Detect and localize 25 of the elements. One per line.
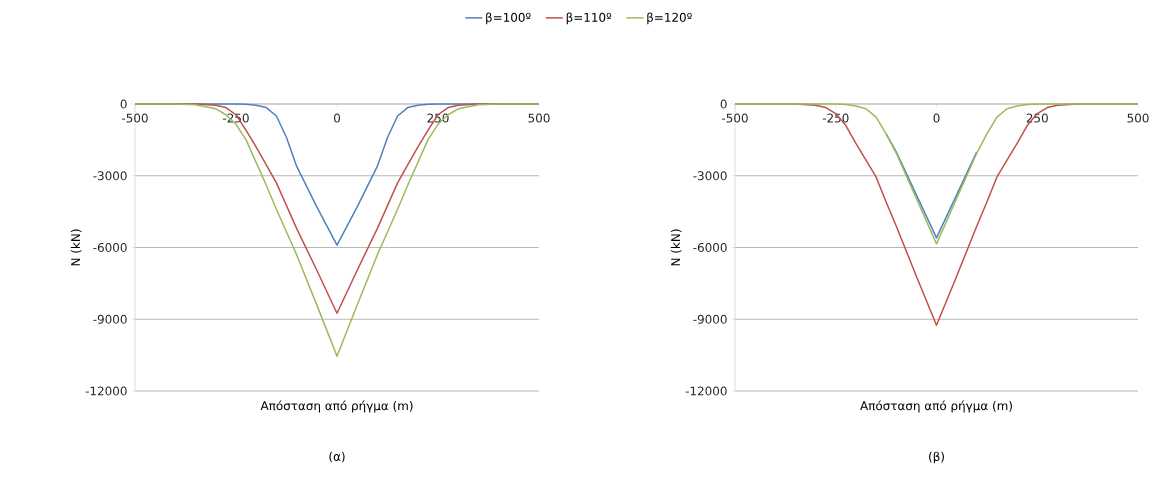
- x-tick-label: 500: [1127, 113, 1149, 123]
- y-tick-label: -9000: [93, 314, 127, 324]
- x-tick-label: 0: [333, 113, 341, 123]
- y-axis-title: N (kN): [670, 229, 682, 266]
- x-tick-label: 0: [933, 113, 940, 123]
- text: (α): [329, 451, 345, 463]
- legend-label: β=110º: [566, 12, 612, 25]
- x-tick-label: -500: [722, 113, 748, 123]
- x-axis-title: Απόσταση από ρήγμα (m): [860, 400, 1012, 413]
- x-tick-label: -500: [122, 113, 148, 123]
- y-tick-label: -12000: [85, 386, 127, 396]
- y-tick-label: -3000: [693, 171, 727, 181]
- legend-label: β=100º: [486, 12, 531, 25]
- x-tick-label: 500: [528, 113, 550, 123]
- y-tick-label: 0: [120, 99, 127, 109]
- y-tick-label: -6000: [693, 242, 727, 253]
- text: (β): [929, 451, 944, 464]
- y-tick-label: -12000: [685, 386, 727, 396]
- x-axis-title: Απόσταση από ρήγμα (m): [260, 400, 413, 413]
- y-tick-label: -6000: [93, 242, 127, 253]
- y-tick-label: -9000: [693, 314, 727, 324]
- y-tick-label: 0: [720, 99, 727, 109]
- legend-label: β=120º: [647, 12, 692, 25]
- y-tick-label: -3000: [93, 171, 127, 181]
- y-axis-title: N (kN): [70, 229, 82, 266]
